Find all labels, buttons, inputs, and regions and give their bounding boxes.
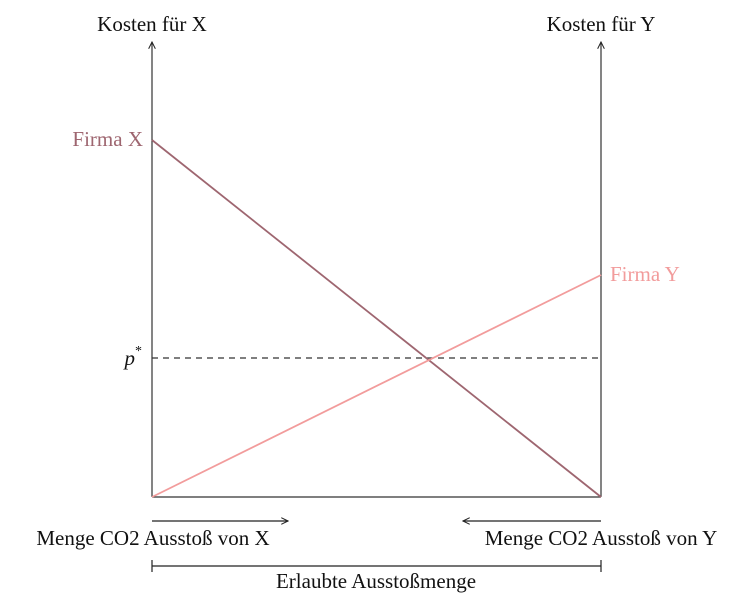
bottom-right-label: Menge CO2 Ausstoß von Y [485,526,718,550]
price-label: p* [123,344,143,370]
price-base: p [123,346,136,370]
firm-x-line [151,139,602,498]
span-label: Erlaubte Ausstoßmenge [276,569,476,593]
bottom-left-label: Menge CO2 Ausstoß von X [36,526,269,550]
left-axis-label: Kosten für X [97,12,207,36]
firm-y-label: Firma Y [610,262,680,286]
price-superscript: * [135,344,142,359]
span-bracket [151,560,602,572]
firm-y-line [151,274,602,498]
firm-x-label: Firma X [72,127,143,151]
right-axis-label: Kosten für Y [547,12,656,36]
